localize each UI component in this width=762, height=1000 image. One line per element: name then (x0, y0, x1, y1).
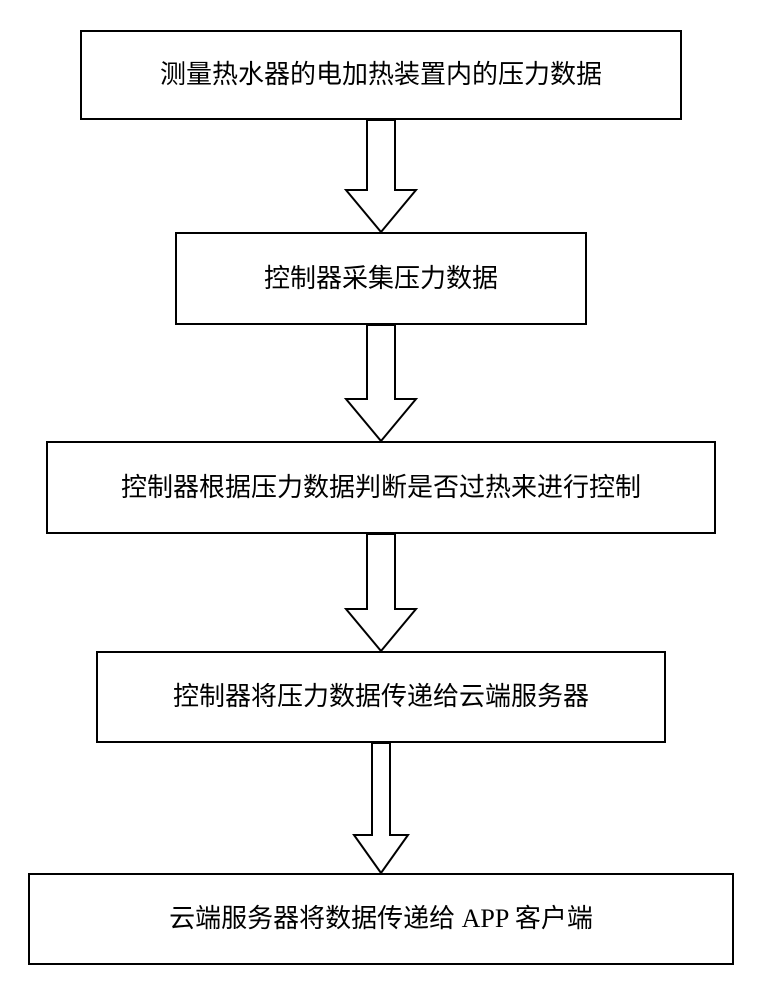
flow-step-5: 云端服务器将数据传递给 APP 客户端 (28, 873, 734, 965)
flow-step-3-label: 控制器根据压力数据判断是否过热来进行控制 (121, 471, 641, 505)
flow-arrow-1 (341, 120, 421, 232)
flow-step-2: 控制器采集压力数据 (175, 232, 587, 325)
flowchart-canvas: 测量热水器的电加热装置内的压力数据 控制器采集压力数据 控制器根据压力数据判断是… (0, 0, 762, 1000)
flow-arrow-3 (341, 534, 421, 651)
flow-step-1-label: 测量热水器的电加热装置内的压力数据 (160, 58, 602, 92)
flow-step-3: 控制器根据压力数据判断是否过热来进行控制 (46, 441, 716, 534)
flow-arrow-4 (349, 743, 413, 873)
flow-step-4-label: 控制器将压力数据传递给云端服务器 (173, 680, 589, 714)
flow-step-1: 测量热水器的电加热装置内的压力数据 (80, 30, 682, 120)
flow-arrow-2 (341, 325, 421, 441)
flow-step-5-label: 云端服务器将数据传递给 APP 客户端 (169, 902, 593, 936)
flow-step-4: 控制器将压力数据传递给云端服务器 (96, 651, 666, 743)
flow-step-2-label: 控制器采集压力数据 (264, 262, 498, 296)
